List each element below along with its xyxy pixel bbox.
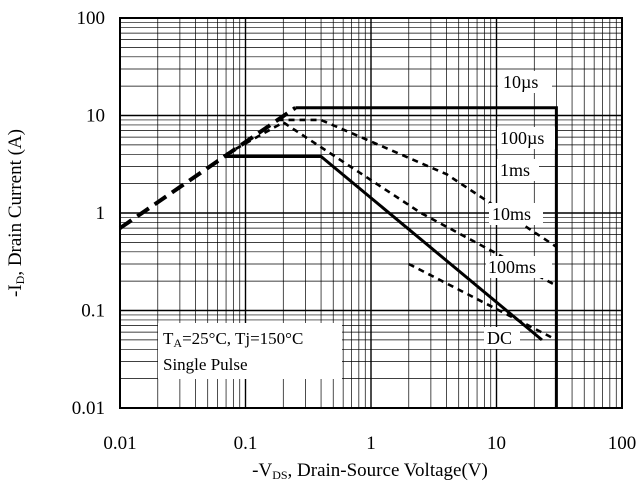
x-tick-label: 0.1 (234, 433, 258, 454)
series-line-100ms (408, 262, 557, 342)
label-dc: DC (487, 328, 512, 348)
label-10us: 10µs (503, 72, 538, 92)
y-tick-label: 100 (77, 8, 106, 29)
series-line-1ms (225, 120, 557, 287)
y-tick-label: 1 (96, 203, 106, 224)
tick-labels: 0.01 0.1 1 10 100 100 10 1 0.1 0.01 (72, 8, 637, 454)
y-axis-label: -ID, Drain Current (A) (5, 129, 27, 297)
x-tick-label: 0.01 (103, 433, 136, 454)
label-1ms: 1ms (500, 160, 530, 180)
label-10ms: 10ms (492, 204, 531, 224)
y-tick-label: 0.01 (72, 398, 105, 419)
curve-labels: 10µs 100µs 1ms 10ms 100ms DC (484, 71, 555, 349)
label-100us: 100µs (500, 128, 544, 148)
y-tick-label: 10 (86, 106, 105, 127)
conditions-line-1: TA=25°C, Tj=150°C (163, 329, 303, 350)
label-100ms: 100ms (488, 257, 536, 277)
conditions-note: TA=25°C, Tj=150°C Single Pulse (158, 323, 342, 379)
x-tick-label: 10 (487, 433, 506, 454)
series-line-dc (226, 154, 543, 342)
x-tick-label: 1 (366, 433, 376, 454)
y-tick-label: 0.1 (81, 301, 105, 322)
series-layer (118, 106, 558, 408)
conditions-line-2: Single Pulse (163, 355, 248, 374)
series-line-10s (118, 106, 297, 230)
plot-frame (119, 17, 623, 409)
x-axis-label: -VDS, Drain-Source Voltage(V) (252, 460, 488, 482)
x-tick-label: 100 (608, 433, 637, 454)
grid (120, 18, 622, 408)
series-line-10s (295, 106, 558, 408)
